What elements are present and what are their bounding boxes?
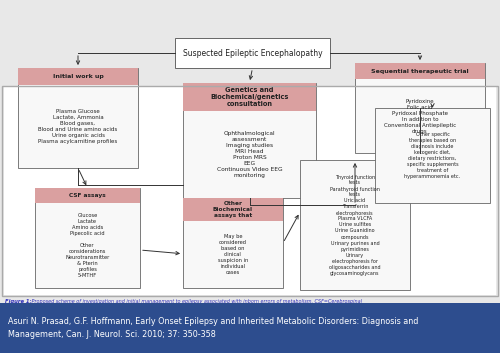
FancyBboxPatch shape — [183, 83, 316, 198]
Text: Glucose
Lactate
Amino acids
Pipecolic acid

Other
considerations
Neurotransmitte: Glucose Lactate Amino acids Pipecolic ac… — [66, 213, 110, 278]
FancyBboxPatch shape — [355, 63, 485, 153]
FancyBboxPatch shape — [0, 303, 500, 353]
Text: Figure 1:: Figure 1: — [5, 299, 32, 304]
Text: Suspected Epileptic Encephalopathy: Suspected Epileptic Encephalopathy — [182, 48, 322, 58]
Text: Proposed scheme of investigation and initial management to epilepsy associated w: Proposed scheme of investigation and ini… — [30, 299, 362, 316]
FancyBboxPatch shape — [375, 108, 490, 203]
FancyBboxPatch shape — [4, 87, 496, 295]
FancyBboxPatch shape — [183, 198, 283, 288]
Text: Initial work up: Initial work up — [52, 74, 104, 79]
FancyBboxPatch shape — [300, 160, 410, 290]
Text: Asuri N. Prasad, G.F. Hoffmann, Early Onset Epilepsy and Inherited Metabolic Dis: Asuri N. Prasad, G.F. Hoffmann, Early On… — [8, 317, 418, 339]
FancyBboxPatch shape — [35, 188, 140, 288]
FancyBboxPatch shape — [18, 68, 138, 85]
Text: Sequential therapeutic trial: Sequential therapeutic trial — [371, 68, 469, 73]
FancyBboxPatch shape — [35, 188, 140, 203]
FancyBboxPatch shape — [355, 63, 485, 79]
FancyBboxPatch shape — [175, 38, 330, 68]
Text: CSF assays: CSF assays — [69, 193, 106, 198]
Text: Pyridoxine
Folic acid
Pyridoxal Phosphate
In addition to
Conventional Antiepilep: Pyridoxine Folic acid Pyridoxal Phosphat… — [384, 98, 456, 133]
Text: May be
considered
based on
clinical
suspicion in
individual
cases: May be considered based on clinical susp… — [218, 234, 248, 275]
Text: Plasma Glucose
Lactate, Ammonia
Blood gases,
Blood and Urine amino acids
Urine o: Plasma Glucose Lactate, Ammonia Blood ga… — [38, 109, 117, 144]
Text: Genetics and
Biochemical/genetics
consultation: Genetics and Biochemical/genetics consul… — [210, 87, 288, 107]
FancyBboxPatch shape — [18, 68, 138, 168]
Text: Ophthalmological
assessment
Imaging studies
MRI Head
Proton MRS
EEG
Continuous V: Ophthalmological assessment Imaging stud… — [216, 131, 282, 178]
Text: Other
Biochemical
assays that: Other Biochemical assays that — [213, 202, 253, 218]
Text: Thyroid function
tests
Parathyroid function
tests
Uric acid
Transferrin
electrop: Thyroid function tests Parathyroid funct… — [329, 174, 381, 275]
FancyBboxPatch shape — [183, 198, 283, 221]
FancyBboxPatch shape — [183, 83, 316, 110]
Text: Other specific
therapies based on
diagnosis include
ketogenic diet,
dietary rest: Other specific therapies based on diagno… — [404, 132, 460, 179]
